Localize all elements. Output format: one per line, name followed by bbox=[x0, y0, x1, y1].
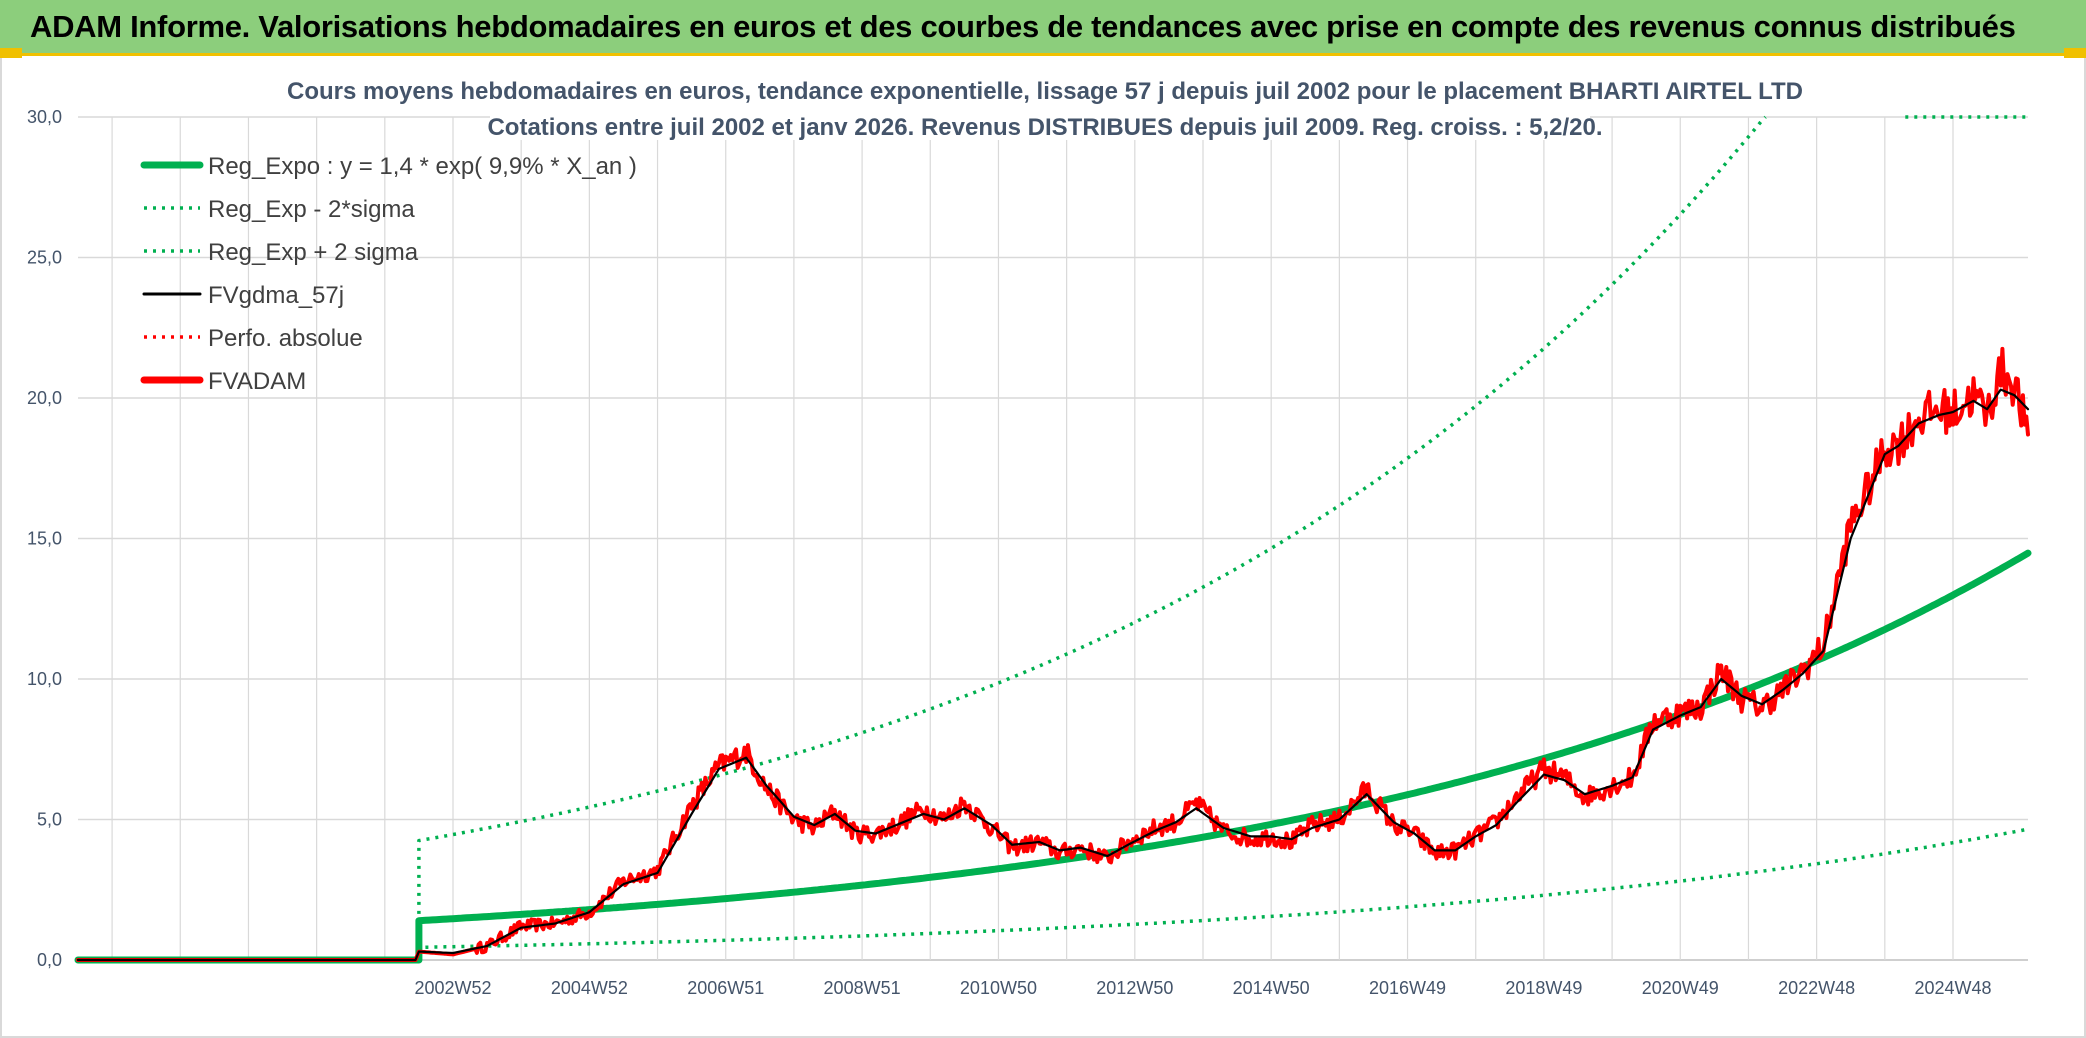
y-axis-tick-labels: 0,0 5,0 10,0 15,0 20,0 25,0 30,0 bbox=[27, 107, 62, 970]
y-tick-label: 30,0 bbox=[27, 107, 62, 127]
series-fvadam bbox=[76, 346, 2030, 962]
x-tick-label: 2002W52 bbox=[414, 978, 491, 998]
y-tick-label: 10,0 bbox=[27, 669, 62, 689]
x-axis-tick-labels: 2002W52 2004W52 2006W51 2008W51 2010W50 2012W… bbox=[414, 978, 1991, 998]
chart-svg: 0,0 5,0 10,0 15,0 20,0 25,0 30,0 2002W52 2004W5… bbox=[27, 68, 2032, 998]
grid bbox=[78, 116, 2028, 961]
right-corner-accent bbox=[2064, 48, 2086, 58]
title-bg-2 bbox=[490, 104, 1590, 140]
header-title: ADAM Informe. Valorisations hebdomadaire… bbox=[30, 9, 2016, 44]
y-tick-label: 5,0 bbox=[37, 810, 62, 830]
legend-label: Reg_Exp - 2*sigma bbox=[208, 196, 415, 223]
x-tick-label: 2014W50 bbox=[1233, 978, 1310, 998]
legend: Reg_Expo : y = 1,4 * exp( 9,9% * X_an ) R… bbox=[140, 153, 637, 395]
x-tick-label: 2018W49 bbox=[1505, 978, 1582, 998]
legend-label: FVgdma_57j bbox=[208, 282, 344, 309]
x-tick-label: 2016W49 bbox=[1369, 978, 1446, 998]
chart-title-line1: Cours moyens hebdomadaires en euros, ten… bbox=[287, 78, 1803, 105]
x-tick-label: 2010W50 bbox=[960, 978, 1037, 998]
series-reg-expo bbox=[74, 549, 2032, 964]
chart-title-line2: Cotations entre juil 2002 et janv 2026. … bbox=[487, 114, 1602, 141]
x-tick-label: 2006W51 bbox=[687, 978, 764, 998]
legend-label: FVADAM bbox=[208, 368, 306, 395]
series-fvgdma-57j bbox=[76, 388, 2030, 962]
y-tick-label: 20,0 bbox=[27, 388, 62, 408]
x-tick-label: 2024W48 bbox=[1914, 978, 1991, 998]
header-banner: ADAM Informe. Valorisations hebdomadaire… bbox=[0, 0, 2086, 56]
x-tick-label: 2004W52 bbox=[551, 978, 628, 998]
legend-label: Perfo. absolue bbox=[208, 325, 363, 352]
x-tick-label: 2008W51 bbox=[824, 978, 901, 998]
legend-label: Reg_Exp + 2 sigma bbox=[208, 239, 419, 266]
left-corner-accent bbox=[0, 48, 22, 58]
y-tick-label: 0,0 bbox=[37, 950, 62, 970]
title-bg-1 bbox=[290, 68, 1780, 104]
y-tick-label: 25,0 bbox=[27, 248, 62, 268]
x-tick-label: 2020W49 bbox=[1642, 978, 1719, 998]
x-tick-label: 2022W48 bbox=[1778, 978, 1855, 998]
x-tick-label: 2012W50 bbox=[1096, 978, 1173, 998]
legend-label: Reg_Expo : y = 1,4 * exp( 9,9% * X_an ) bbox=[208, 153, 637, 180]
series-layer bbox=[74, 115, 2032, 964]
y-tick-label: 15,0 bbox=[27, 529, 62, 549]
